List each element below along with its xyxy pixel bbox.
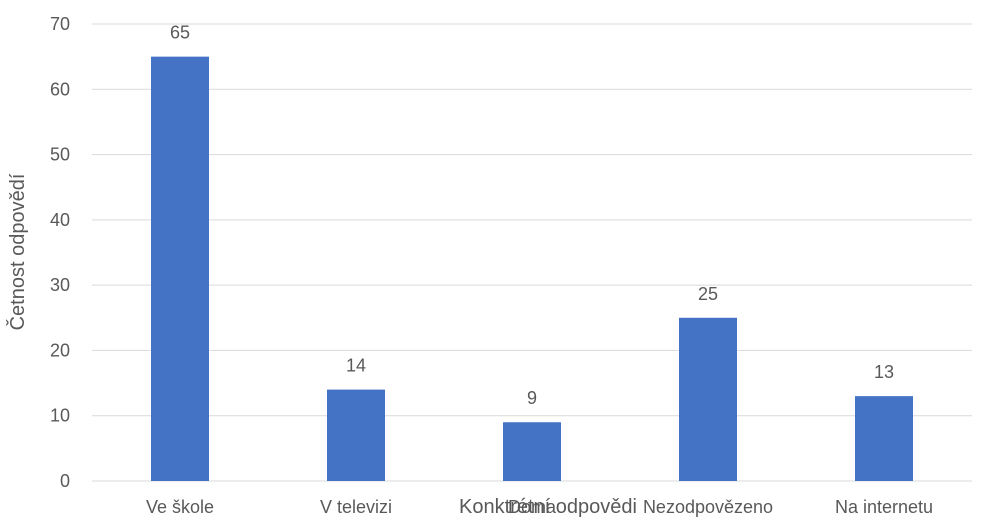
data-label: 13 [874, 362, 894, 382]
x-category-label: Ve škole [146, 497, 214, 517]
bar-nezodpovězeno [679, 318, 737, 481]
y-axis-ticks: 0 10 20 30 40 50 60 70 [50, 14, 70, 491]
y-tick-label: 40 [50, 210, 70, 230]
bars [151, 57, 913, 481]
bar-na-internetu [855, 396, 913, 481]
bar-ve-škole [151, 57, 209, 481]
x-category-label: V televizi [320, 497, 392, 517]
y-tick-label: 0 [60, 471, 70, 491]
x-axis-title: Konktrétní odpovědi [459, 496, 637, 518]
data-label: 14 [346, 356, 366, 376]
gridlines [92, 24, 972, 481]
x-category-label: Nezodpovězeno [643, 497, 773, 517]
y-tick-label: 30 [50, 275, 70, 295]
bar-v-televizi [327, 390, 385, 481]
bar-doma [503, 422, 561, 481]
data-label: 25 [698, 284, 718, 304]
y-axis-title: Četnost odpovědí [6, 173, 29, 330]
data-label: 65 [170, 23, 190, 43]
x-category-label: Na internetu [835, 497, 933, 517]
y-tick-label: 60 [50, 79, 70, 99]
y-tick-label: 70 [50, 14, 70, 34]
data-label: 9 [527, 388, 537, 408]
y-tick-label: 10 [50, 406, 70, 426]
y-tick-label: 20 [50, 340, 70, 360]
y-tick-label: 50 [50, 145, 70, 165]
